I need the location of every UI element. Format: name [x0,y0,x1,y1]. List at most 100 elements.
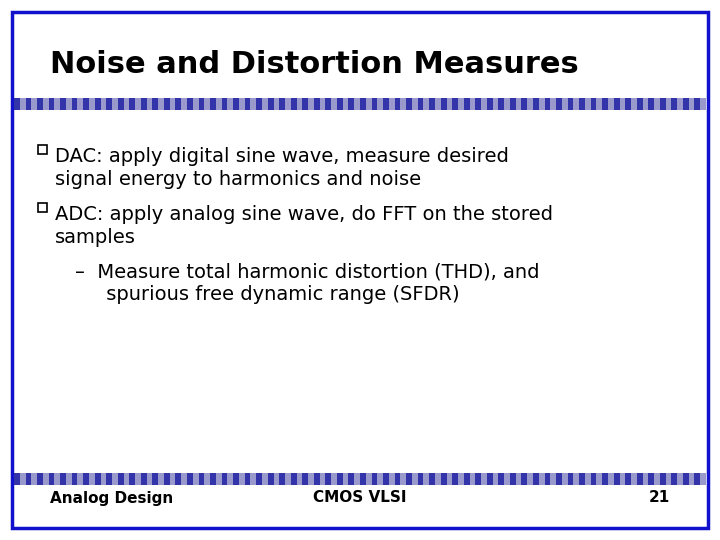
Bar [701,98,706,110]
Bar [279,98,285,110]
Bar [297,98,302,110]
Bar [84,98,89,110]
Bar [585,98,590,110]
Bar [78,98,84,110]
Bar [360,98,366,110]
Bar [181,98,187,110]
Bar [320,473,325,485]
Bar [308,98,314,110]
Bar [14,473,19,485]
Bar [216,98,222,110]
Text: spurious free dynamic range (SFDR): spurious free dynamic range (SFDR) [75,285,459,304]
Bar [464,473,469,485]
Bar [141,473,147,485]
Bar [274,98,279,110]
Bar [648,473,654,485]
Bar [251,98,256,110]
Bar [527,473,533,485]
Bar [251,473,256,485]
Bar [389,98,395,110]
Bar [625,98,631,110]
Bar [498,473,504,485]
Bar [412,98,418,110]
Bar [19,98,25,110]
Bar [452,98,458,110]
Bar [37,98,42,110]
Bar [66,473,72,485]
Bar [608,98,613,110]
Bar [683,473,689,485]
Bar [222,473,228,485]
Bar [245,98,251,110]
Bar [695,473,701,485]
Bar [660,473,665,485]
Bar [441,98,446,110]
Bar [222,98,228,110]
Bar [170,473,176,485]
Bar [695,98,701,110]
Bar [654,473,660,485]
Bar [469,473,475,485]
Bar [158,98,164,110]
Bar [285,98,291,110]
Bar [636,473,642,485]
Bar [556,98,562,110]
Bar [343,98,348,110]
Bar [297,473,302,485]
Bar [516,473,521,485]
Bar [689,473,695,485]
Text: Noise and Distortion Measures: Noise and Distortion Measures [50,50,579,79]
Bar [429,473,435,485]
Bar [216,473,222,485]
Bar [510,98,516,110]
Bar [429,98,435,110]
Bar [406,473,412,485]
Bar [193,473,199,485]
Bar [481,473,487,485]
Bar [14,98,19,110]
Bar [37,473,42,485]
Bar [423,98,429,110]
Bar [521,473,527,485]
Bar [619,98,625,110]
Bar [354,473,360,485]
Bar [302,98,308,110]
Text: signal energy to harmonics and noise: signal energy to harmonics and noise [55,170,421,189]
Bar [625,473,631,485]
Bar [492,473,498,485]
Bar [533,98,539,110]
Bar [504,98,510,110]
Bar [84,473,89,485]
Bar [366,98,372,110]
Bar [107,473,112,485]
Bar [130,473,135,485]
Bar [602,473,608,485]
Bar [181,473,187,485]
Bar [504,473,510,485]
Bar [678,473,683,485]
Bar [579,98,585,110]
Bar [665,98,671,110]
Bar [395,98,400,110]
Bar [291,98,297,110]
Text: Analog Design: Analog Design [50,490,174,505]
Bar [291,473,297,485]
Bar [245,473,251,485]
Bar [516,98,521,110]
Text: –  Measure total harmonic distortion (THD), and: – Measure total harmonic distortion (THD… [75,262,539,281]
Bar [377,98,383,110]
Bar [141,98,147,110]
Bar [636,98,642,110]
Bar [279,473,285,485]
Bar [112,98,118,110]
Bar [348,98,354,110]
Bar [377,473,383,485]
Bar [689,98,695,110]
Bar [348,473,354,485]
Bar [199,473,204,485]
Bar [331,473,337,485]
Text: CMOS VLSI: CMOS VLSI [313,490,407,505]
Bar [343,473,348,485]
Bar [602,98,608,110]
Bar [412,473,418,485]
